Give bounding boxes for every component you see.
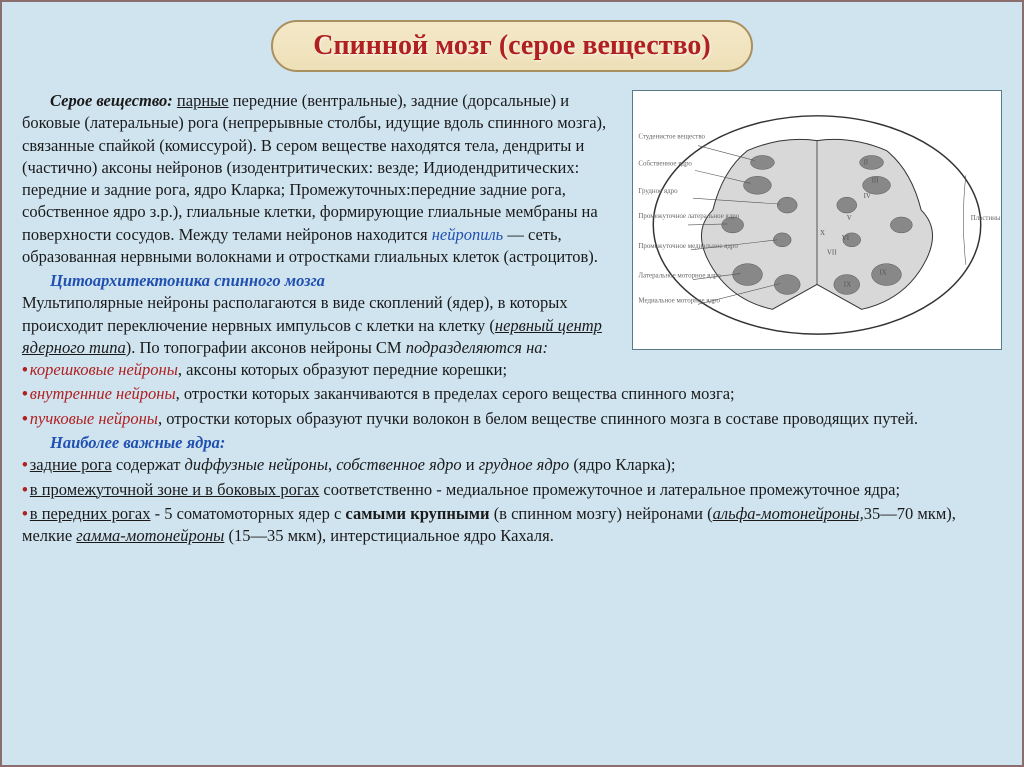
title-bar: Спинной мозг (серое вещество) [8, 20, 1016, 72]
nuclei-intermediate: •в промежуточной зоне и в боковых рогах … [22, 479, 1002, 501]
lead-term: Серое вещество: [50, 91, 173, 110]
subheading-nuclei: Наиболее важные ядра: [22, 432, 1002, 454]
neuropil-term: нейропиль [432, 225, 503, 244]
svg-text:VII: VII [827, 249, 837, 257]
diag-label: Промежуточное медиальное ядро [638, 242, 738, 250]
diag-label: Грудное ядро [638, 187, 678, 195]
diag-label: Медиальное моторное ядро [638, 296, 720, 304]
nuclei-anterior: •в передних рогах - 5 соматомоторных яде… [22, 503, 1002, 548]
diag-label-right: Пластины Риксэда [971, 214, 1001, 222]
content-body: Студенистое вещество Собственное ядро Гр… [8, 86, 1016, 553]
page-title: Спинной мозг (серое вещество) [271, 20, 752, 72]
underlined-term: парные [177, 91, 229, 110]
svg-text:II: II [864, 158, 869, 166]
svg-text:V: V [847, 214, 852, 222]
svg-text:III: III [872, 176, 880, 184]
nuclei-posterior: •задние рога содержат диффузные нейроны,… [22, 454, 1002, 476]
svg-text:X: X [820, 229, 825, 237]
spinal-cord-diagram: Студенистое вещество Собственное ядро Гр… [632, 90, 1002, 350]
svg-text:IV: IV [864, 192, 871, 200]
svg-text:IX: IX [844, 280, 851, 288]
svg-text:VI: VI [842, 234, 850, 242]
bullet-internal-neurons: •внутренние нейроны, отростки которых за… [22, 383, 1002, 405]
bullet-tract-neurons: •пучковые нейроны, отростки которых обра… [22, 408, 1002, 430]
diag-label: Промежуточное латеральное ядро [638, 212, 739, 220]
diag-label: Собственное ядро [638, 159, 692, 167]
diag-label: Студенистое вещество [638, 133, 705, 141]
diag-label: Латеральное моторное ядро [638, 272, 721, 280]
svg-text:IX: IX [880, 269, 887, 277]
body-text: передние (вентральные), задние (дорсальн… [22, 91, 606, 244]
bullet-root-neurons: •корешковые нейроны, аксоны которых обра… [22, 359, 1002, 381]
